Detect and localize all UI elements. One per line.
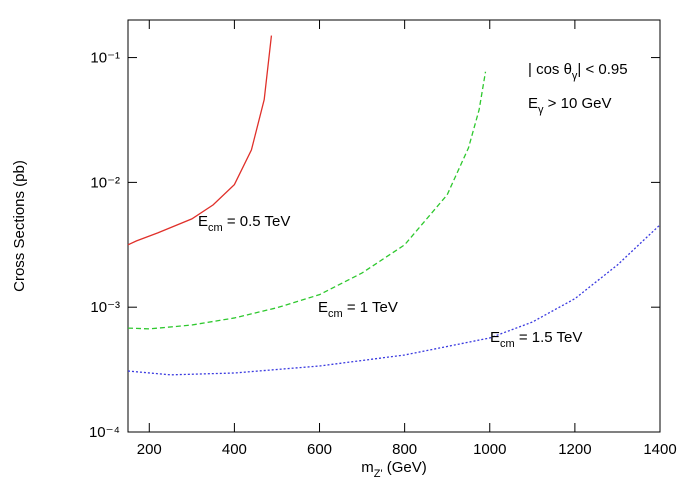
series-line — [127, 71, 487, 330]
annotation: | cos θγ| < 0.95 — [528, 61, 628, 82]
annotation: Ecm = 1.5 TeV — [490, 329, 582, 350]
annotation-part: E — [490, 329, 500, 346]
y-tick-label: 10⁻² — [90, 174, 120, 191]
y-tick-label: 10⁻¹ — [90, 50, 120, 67]
annotation-part: | cos θ — [528, 61, 572, 78]
annotation-sub: cm — [208, 222, 223, 234]
y-axis-label: Cross Sections (pb) — [11, 160, 28, 292]
annotation-part: = 0.5 TeV — [223, 213, 291, 230]
x-axis-label-part: m — [361, 459, 374, 476]
x-tick-label: 1000 — [473, 441, 506, 458]
series-line — [127, 224, 661, 376]
series-line — [127, 35, 273, 246]
annotation: Ecm = 0.5 TeV — [198, 213, 290, 234]
x-tick-label: 400 — [222, 441, 247, 458]
annotation-part: = 1 TeV — [343, 299, 398, 316]
x-tick-label: 200 — [137, 441, 162, 458]
y-axis-label-part: Cross Sections (pb) — [11, 160, 28, 292]
x-axis-label: mZ' (GeV) — [361, 459, 427, 480]
x-axis-label-part: (GeV) — [383, 459, 427, 476]
annotation-part: = 1.5 TeV — [515, 329, 583, 346]
x-tick-label: 800 — [392, 441, 417, 458]
annotation-sub: cm — [500, 338, 515, 350]
x-axis-label-sub: Z' — [374, 468, 383, 480]
annotation: Eγ > 10 GeV — [528, 95, 611, 116]
plot-frame — [127, 19, 661, 433]
annotation-part: > 10 GeV — [544, 95, 612, 112]
x-tick-label: 600 — [307, 441, 332, 458]
y-tick-label: 10⁻⁴ — [89, 424, 120, 441]
x-tick-label: 1200 — [558, 441, 591, 458]
annotation-part: E — [198, 213, 208, 230]
annotation-sub: γ — [572, 70, 578, 82]
y-tick-label: 10⁻³ — [90, 299, 120, 316]
x-tick-label: 1400 — [643, 441, 676, 458]
annotation-sub: cm — [328, 308, 343, 320]
annotation: Ecm = 1 TeV — [318, 299, 398, 320]
annotation-part: E — [318, 299, 328, 316]
annotation-part: E — [528, 95, 538, 112]
annotation-part: | < 0.95 — [577, 61, 627, 78]
annotation-sub: γ — [538, 104, 544, 116]
